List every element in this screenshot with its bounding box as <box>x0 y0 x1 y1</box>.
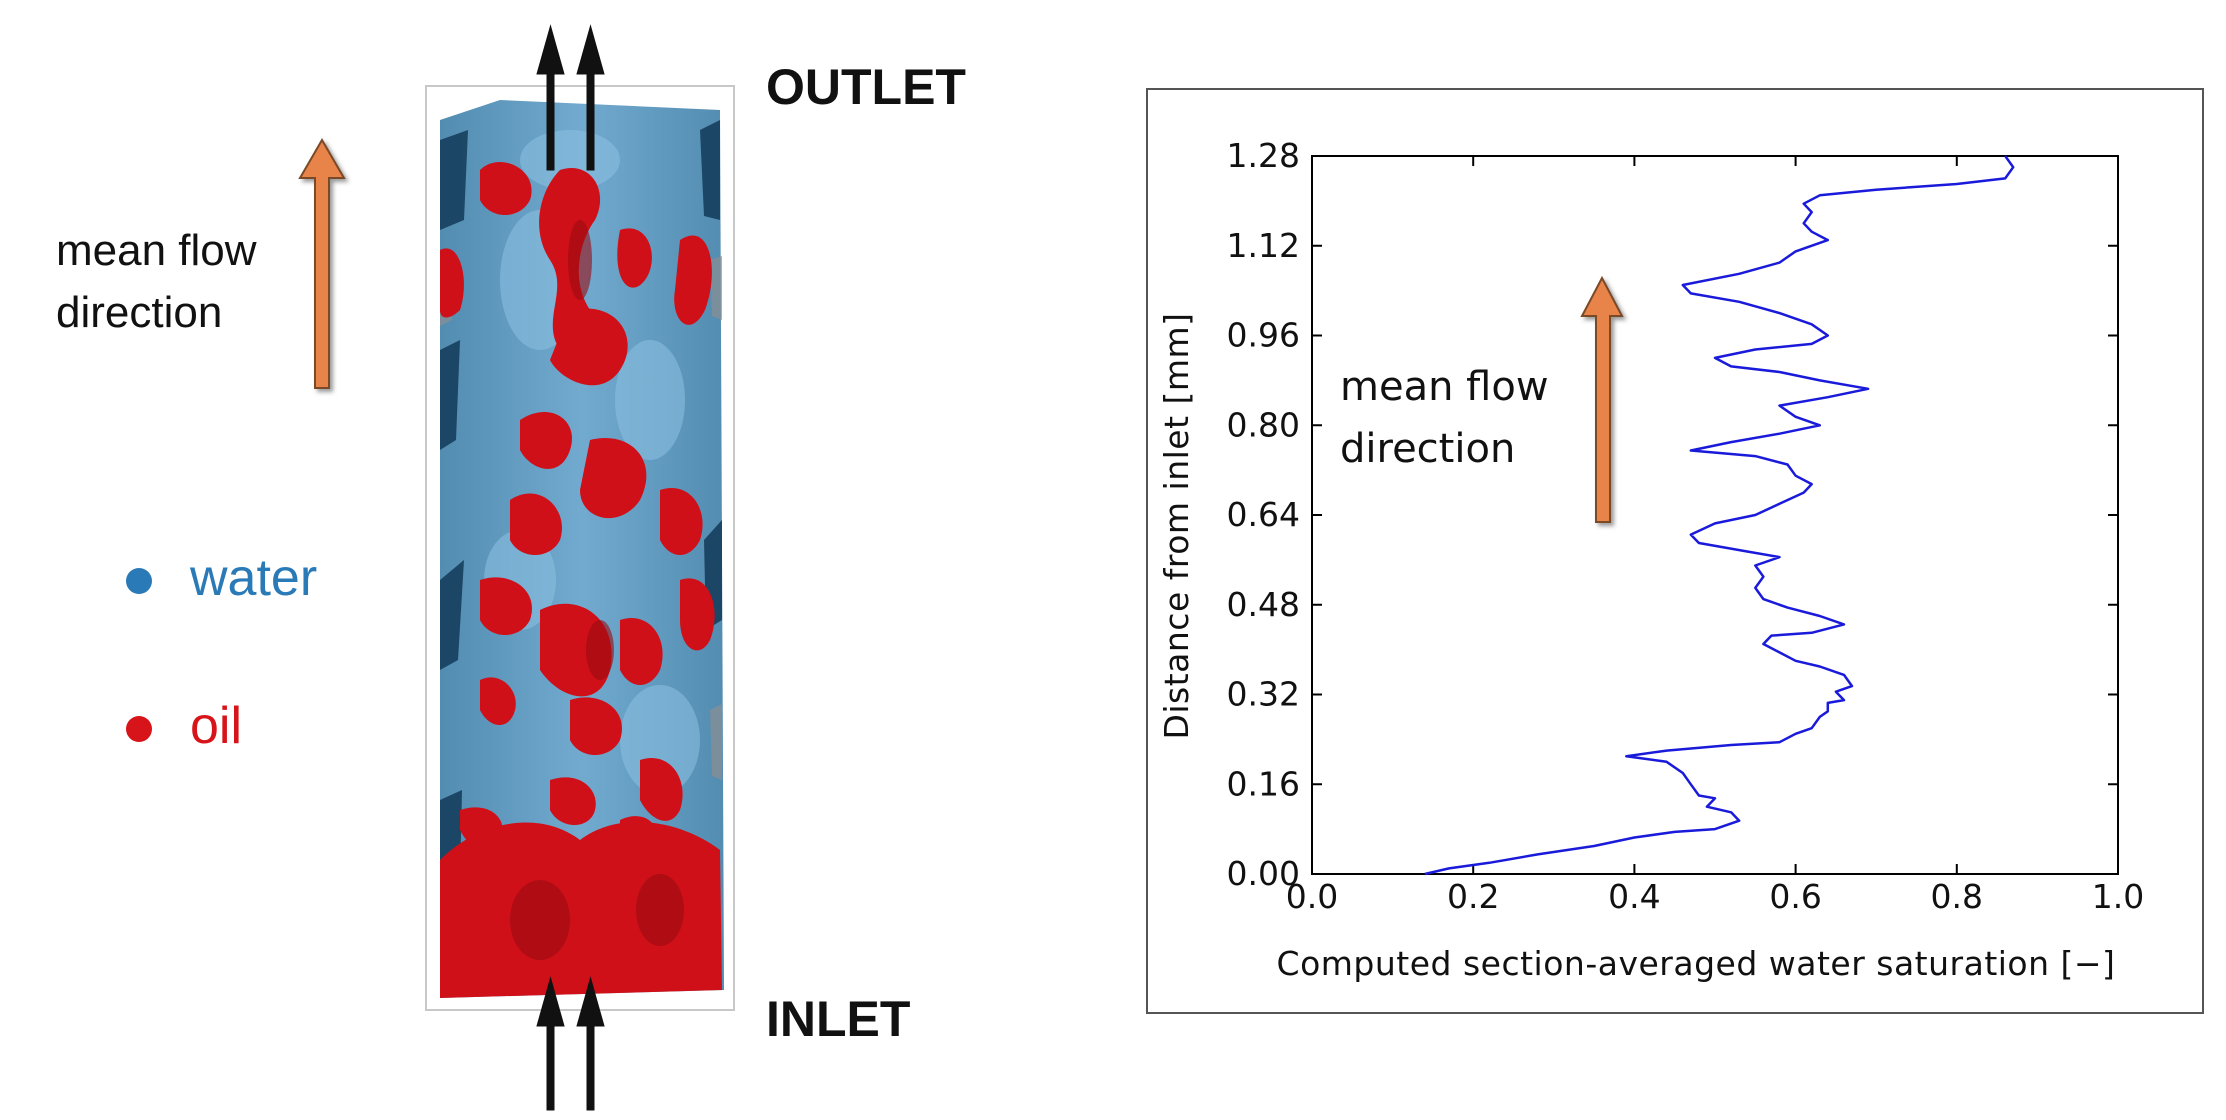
saturation-chart: 0.0 0.2 0.4 0.6 0.8 1.0 0.00 0.16 0.32 0.48 0.64 0.… <box>1157 136 2144 983</box>
x-tick-label: 0.0 <box>1286 877 1338 916</box>
y-axis-label: Distance from inlet [mm] <box>1157 312 1196 739</box>
flow-label-line2: direction <box>56 288 223 337</box>
porous-sample-render <box>425 24 735 1111</box>
flow-arrow-icon <box>298 138 346 389</box>
outlet-arrows-icon <box>536 24 605 171</box>
x-tick-label: 1.0 <box>2092 877 2144 916</box>
x-tick-label: 0.6 <box>1769 877 1821 916</box>
y-tick-label: 1.28 <box>1227 136 1300 175</box>
y-tick-label: 0.32 <box>1227 675 1300 714</box>
saturation-series-line <box>1424 155 2015 876</box>
y-tick-label: 0.16 <box>1227 764 1300 803</box>
inlet-arrows-icon <box>536 976 605 1111</box>
y-tick-label: 0.64 <box>1227 495 1300 534</box>
flow-label-line1: mean flow <box>56 226 257 275</box>
plot-area <box>1311 155 2119 875</box>
water-legend-label: water <box>190 549 318 607</box>
y-tick-label: 1.12 <box>1227 226 1300 265</box>
x-axis-label: Computed section-averaged water saturati… <box>1277 944 2116 983</box>
flow-direction-label: mean flow direction <box>56 220 257 344</box>
y-tick-label: 0.96 <box>1227 316 1300 355</box>
y-tick-label: 0.48 <box>1227 585 1300 624</box>
x-tick-label: 0.4 <box>1608 877 1660 916</box>
water-legend-dot <box>126 568 152 594</box>
chart-frame: 0.0 0.2 0.4 0.6 0.8 1.0 0.00 0.16 0.32 0.48 0.64 0.… <box>1146 88 2204 1014</box>
x-tick-label: 0.2 <box>1447 877 1499 916</box>
oil-legend-dot <box>126 716 152 742</box>
chart-flow-arrow-icon <box>1580 275 1624 523</box>
oil-legend-label: oil <box>190 697 243 755</box>
outlet-label: OUTLET <box>766 59 966 115</box>
chart-annotation-line2: direction <box>1340 426 1515 472</box>
x-tick-label: 0.8 <box>1931 877 1983 916</box>
chart-annotation-line1: mean flow <box>1340 364 1549 410</box>
y-tick-label: 0.80 <box>1227 405 1300 444</box>
y-tick-label: 0.00 <box>1227 854 1300 893</box>
inlet-label: INLET <box>766 991 911 1047</box>
